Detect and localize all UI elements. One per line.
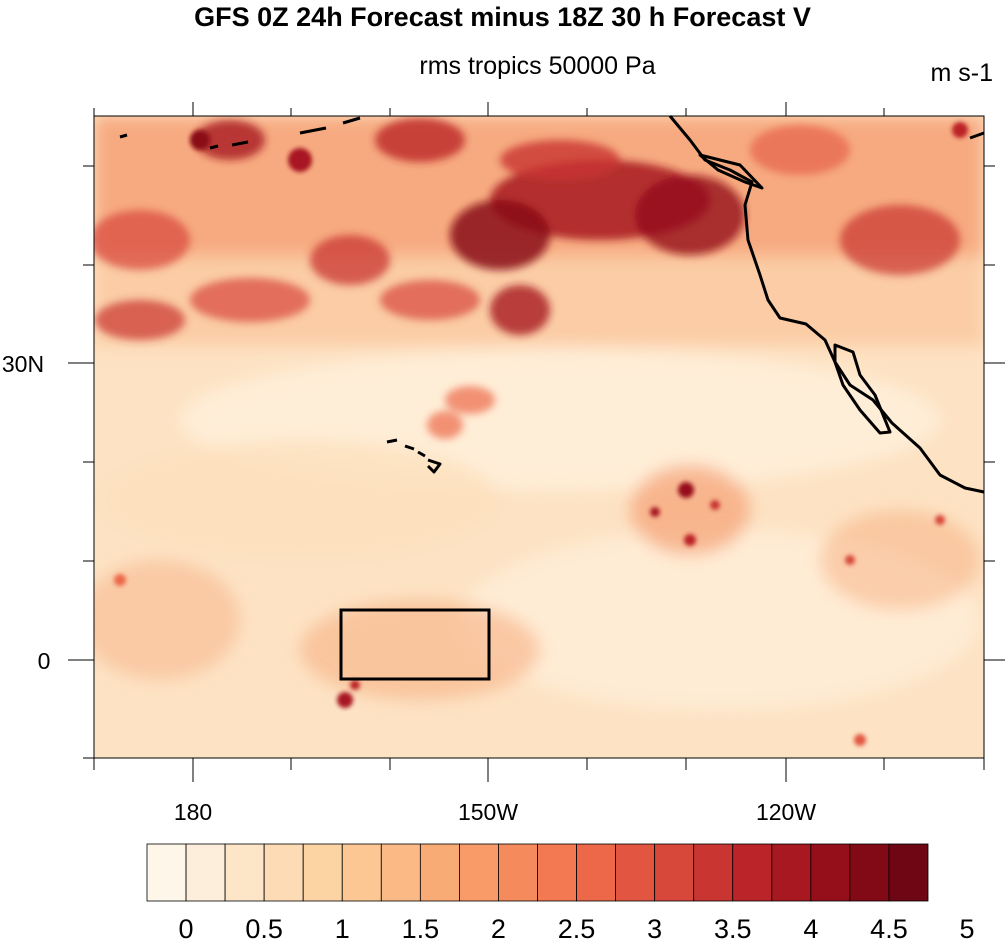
colorbar-swatch [810, 843, 851, 902]
colorbar-swatch [185, 843, 226, 902]
lon-label-150w: 150W [458, 799, 518, 825]
northeast-coast-fragment [969, 131, 985, 140]
axis-ticks [68, 102, 1005, 782]
colorbar-swatch [498, 843, 538, 902]
colorbar-label: 3.5 [714, 914, 752, 944]
colorbar-swatch [693, 843, 734, 902]
plot-frame [93, 115, 985, 759]
units-label: m s-1 [930, 59, 994, 87]
colorbar-swatch [380, 843, 421, 902]
colorbar-swatch [732, 843, 773, 902]
colorbar-swatch [576, 843, 616, 902]
aleutian-coast [119, 133, 128, 139]
baja-california-outline [833, 343, 892, 435]
colorbar-label: 3 [647, 914, 662, 944]
colorbar-swatch [888, 843, 929, 902]
colorbar-swatch [263, 843, 304, 902]
vancouver-island-outline [698, 153, 764, 190]
north-america-coastline [668, 115, 985, 494]
colorbar-label: 2 [491, 914, 506, 944]
shaded-field [94, 116, 984, 758]
colorbar-swatch [341, 843, 382, 902]
coastlines [119, 115, 985, 494]
aleutian-islands [209, 116, 361, 150]
colorbar-label: 5 [960, 914, 975, 944]
colorbar-label: 4.5 [870, 914, 908, 944]
colorbar-swatch [419, 843, 460, 902]
map-title: GFS 0Z 24h Forecast minus 18Z 30 h Forec… [194, 2, 811, 32]
lon-label-120w: 120W [756, 799, 816, 825]
lat-label-30n: 30N [2, 351, 44, 377]
region-box [339, 608, 491, 681]
colorbar-label: 0 [179, 914, 194, 944]
colorbar-label: 0.5 [245, 914, 283, 944]
lon-label-180: 180 [174, 799, 212, 825]
hawaiian-islands [386, 438, 442, 474]
colorbar-swatch [302, 843, 343, 902]
colorbar-swatch [224, 843, 265, 902]
colorbar: 0 0.5 1 1.5 2 2.5 3 3.5 4 4.5 5 [146, 843, 975, 944]
colorbar-swatch [771, 843, 812, 902]
colorbar-label: 1.5 [402, 914, 440, 944]
colorbar-label: 2.5 [558, 914, 596, 944]
colorbar-swatch [537, 843, 577, 902]
colorbar-swatch [146, 843, 187, 902]
colorbar-swatch [615, 843, 656, 902]
colorbar-label: 1 [335, 914, 350, 944]
colorbar-swatch [849, 843, 890, 902]
colorbar-swatch [654, 843, 695, 902]
colorbar-label: 4 [803, 914, 818, 944]
lat-label-0: 0 [38, 648, 51, 674]
map-subtitle: rms tropics 50000 Pa [419, 52, 656, 80]
colorbar-swatch [458, 843, 499, 902]
